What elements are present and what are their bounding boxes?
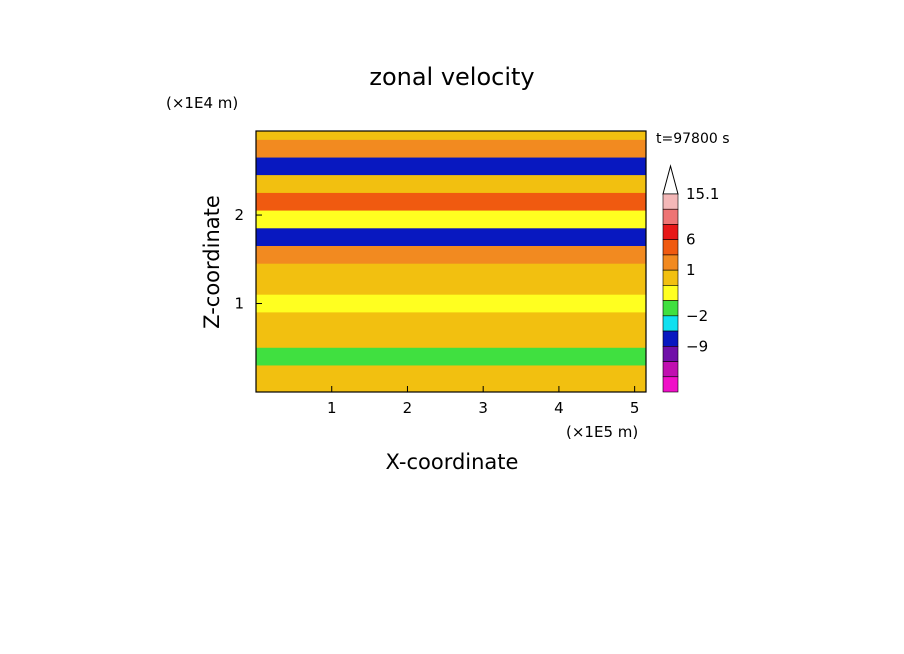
colorbar-swatch [662, 285, 679, 301]
field-band [256, 246, 646, 264]
x-unit-label: (×1E5 m) [566, 423, 638, 441]
colorbar-label: 6 [686, 231, 696, 249]
x-tick-label: 1 [327, 399, 337, 417]
field-band [256, 139, 646, 158]
colorbar-swatch [662, 193, 679, 210]
chart-title: zonal velocity [369, 63, 534, 91]
field-band [256, 347, 646, 366]
colorbar-swatch [662, 208, 679, 225]
field-band [256, 228, 646, 247]
velocity-field [256, 131, 646, 392]
time-label: t=97800 s [656, 131, 730, 147]
field-band [256, 175, 646, 193]
field-band [256, 294, 646, 313]
y-unit-label: (×1E4 m) [166, 94, 238, 112]
field-band [256, 192, 646, 211]
plot-frame [255, 130, 647, 393]
x-tick-label: 2 [403, 399, 413, 417]
field-band [256, 157, 646, 176]
colorbar-extend-arrow [662, 164, 679, 195]
colorbar-swatch [662, 254, 679, 271]
colorbar: 15.1 6 1 −2 −9 [662, 164, 719, 393]
colorbar-swatch [662, 346, 679, 362]
colorbar-swatch [662, 376, 679, 393]
y-axis-label: Z-coordinate [200, 195, 224, 329]
colorbar-swatch [662, 361, 679, 378]
y-tick-label: 1 [234, 295, 244, 313]
field-band [256, 321, 646, 339]
field-band [256, 369, 646, 388]
x-tick-label: 5 [630, 399, 640, 417]
y-axis: 12 [234, 206, 262, 313]
colorbar-swatch [662, 315, 679, 332]
colorbar-swatch [662, 224, 679, 240]
colorbar-swatch [662, 330, 679, 347]
colorbar-swatch [662, 300, 679, 317]
field-band [256, 268, 646, 286]
field-band [256, 210, 646, 229]
colorbar-label: 15.1 [686, 185, 719, 203]
y-tick-label: 2 [234, 206, 244, 224]
x-tick-label: 4 [554, 399, 564, 417]
colorbar-label: 1 [686, 261, 696, 279]
colorbar-swatch [662, 269, 679, 286]
x-axis: 1 2 3 4 5 [327, 386, 639, 417]
x-tick-label: 3 [478, 399, 488, 417]
x-axis-label: X-coordinate [386, 450, 519, 474]
colorbar-label: −9 [686, 337, 708, 355]
colorbar-swatch [662, 239, 679, 256]
colorbar-label: −2 [686, 307, 708, 325]
